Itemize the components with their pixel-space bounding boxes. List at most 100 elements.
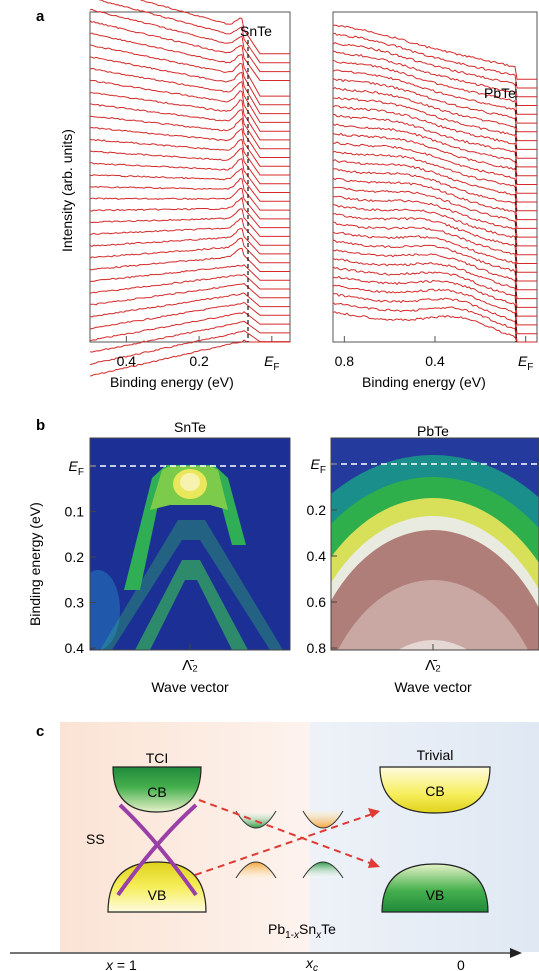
arrow-cb-to-vb-head: [368, 858, 380, 868]
snte-edc-curve: [89, 167, 290, 202]
pbte-edc-curve: [332, 195, 537, 247]
tick-label: EF: [69, 458, 84, 478]
pbte-edc-curve: [332, 158, 537, 212]
panel-b-left-xtick: Λ̄₂: [182, 657, 198, 674]
panel-b-right-plot: PbTe EF 0.2 0.4 0.6 0.8 Λ̄₂ Wave vector: [307, 423, 539, 695]
panel-b-left-ticks: EF 0.1 0.2 0.3 0.4: [65, 458, 191, 656]
panel-b-right-xlabel: Wave vector: [394, 679, 472, 695]
snte-edc-curve: [89, 138, 290, 176]
tci-cb-label: CB: [147, 784, 166, 800]
pbte-edc-curve: [332, 302, 537, 343]
pbte-edc-curve: [333, 96, 537, 150]
tick-label: 0.4: [117, 353, 137, 369]
mid-band-2-upper: [302, 810, 344, 829]
panel-b-left-ylabel: Binding energy (eV): [27, 502, 43, 626]
snte-edc-curve: [89, 247, 290, 272]
panel-b-right-image: [331, 438, 539, 650]
tick-label: 0.2: [307, 502, 327, 518]
snte-edc-curve: [89, 320, 290, 353]
axis-x1-label: x = 1: [105, 957, 137, 971]
snte-edc-curve: [89, 237, 290, 264]
snte-edc-curve: [89, 330, 290, 366]
snte-edc-curve: [89, 79, 290, 132]
trivial-vb-label: VB: [426, 887, 445, 903]
tick-label: 0.2: [189, 353, 209, 369]
pbte-edc-curve: [332, 258, 537, 308]
pbte-edc-curve: [332, 123, 537, 177]
panel-a-left-plot: SnTe Intensity (arb. units) Binding ener…: [59, 0, 291, 390]
pbte-edc-curve: [332, 86, 537, 142]
composition-axis-arrowhead: [510, 948, 522, 958]
mid-band-2-lower: [302, 861, 344, 879]
panel-b-right-title: PbTe: [417, 423, 449, 439]
snte-edc-curve: [89, 283, 290, 306]
panel-c-diagram: TCI Trivial CB VB SS CB VB Pb1-xSnxTe: [10, 722, 539, 971]
snte-edc-curve: [89, 187, 290, 220]
snte-edc-curve: [89, 339, 290, 377]
panel-b-left-title: SnTe: [174, 419, 206, 435]
pbte-edc-curve: [332, 69, 537, 124]
panel-a-right-ticks: 0.8 0.4 EF: [335, 336, 533, 373]
pbte-edc-curve: [332, 231, 537, 282]
arrow-vb-to-cb: [194, 811, 379, 876]
panel-b-left-image: [90, 438, 290, 650]
snte-edc-curve: [89, 126, 290, 167]
ss-label: SS: [86, 831, 105, 847]
panel-c-tci-label: TCI: [146, 750, 169, 766]
pbte-edc-curve: [332, 311, 537, 343]
snte-edc-curve: [89, 158, 290, 193]
panel-a-left-xlabel: Binding energy (eV): [110, 374, 234, 390]
panel-c-trivial-label: Trivial: [417, 747, 454, 763]
mid-band-1-lower: [235, 861, 277, 879]
snte-edc-curve: [140, 0, 290, 55]
tick-label: EF: [518, 353, 533, 373]
panel-a-left-ticks: 0.4 0.2 EF: [117, 336, 280, 373]
snte-edc-curve: [89, 301, 290, 330]
surface-state-line-2: [116, 803, 198, 897]
pbte-edc-curve: [332, 249, 537, 300]
tick-label: 0.3: [65, 595, 85, 611]
pbte-edc-curve: [332, 284, 537, 335]
snte-edc-curve: [89, 264, 290, 282]
snte-edc-curve: [89, 67, 290, 123]
snte-edc-curve: [89, 311, 290, 342]
snte-edc-curve: [89, 56, 290, 115]
tick-label: EF: [311, 456, 326, 476]
panel-c-label: c: [36, 723, 44, 740]
tci-vb-label: VB: [148, 887, 167, 903]
panel-b-label: b: [36, 417, 45, 434]
axis-x0-label: 0: [457, 957, 465, 971]
tick-label: 0.4: [425, 353, 445, 369]
pbte-edc-curve: [332, 132, 537, 185]
tick-label: 0.4: [65, 640, 85, 656]
tci-cb-band: [112, 766, 202, 813]
pbte-edc-curve: [332, 221, 537, 273]
panel-a-right-plot: PbTe Binding energy (eV) 0.8 0.4 EF: [332, 11, 538, 390]
pbte-edc-curve: [332, 266, 537, 317]
arrow-cb-to-vb: [198, 799, 379, 867]
tick-label: 0.6: [307, 594, 327, 610]
panel-a-left-curves: [89, 0, 290, 377]
pbte-edc-curve: [332, 32, 537, 89]
snte-edc-curve: [89, 20, 290, 81]
pbte-edc-curve: [332, 24, 537, 80]
pbte-edc-curve: [332, 78, 537, 133]
pbte-edc-curve: [332, 239, 537, 291]
panel-a-label: a: [36, 8, 45, 25]
panel-a-right-curves: [332, 24, 537, 343]
snte-edc-curve: [89, 208, 290, 237]
panel-a-right-title: PbTe: [484, 85, 516, 101]
snte-edc-curve: [89, 44, 290, 106]
pbte-edc-curve: [332, 177, 537, 229]
pbte-edc-curve: [332, 113, 537, 168]
snte-edc-curve: [90, 92, 290, 141]
panel-a-right-xlabel: Binding energy (eV): [362, 374, 486, 390]
pbte-edc-curve: [332, 150, 537, 203]
pbte-edc-curve: [332, 275, 537, 326]
mid-band-1-upper: [235, 810, 277, 829]
snte-edc-curve: [89, 8, 290, 73]
tick-label: 0.8: [307, 640, 327, 656]
snte-edc-curve: [89, 147, 290, 185]
pbte-edc-curve: [332, 105, 537, 159]
pbte-edc-curve: [332, 59, 537, 115]
